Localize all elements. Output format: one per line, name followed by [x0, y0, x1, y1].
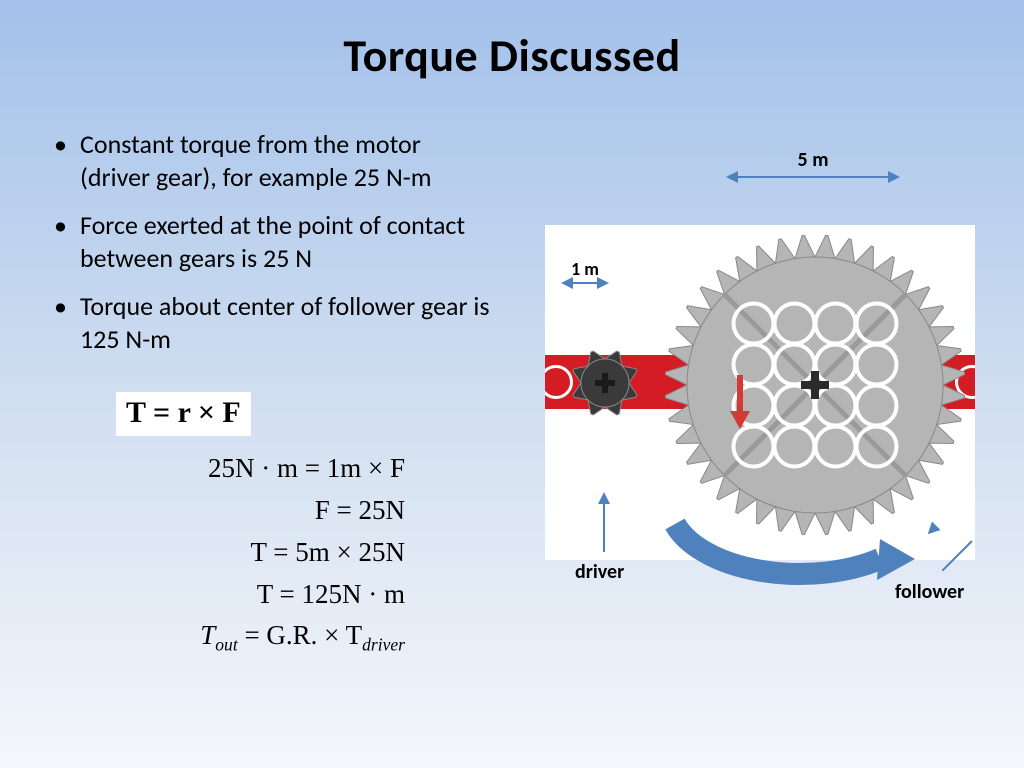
driver-pointer-icon [603, 494, 605, 552]
force-arrow-icon [730, 375, 750, 430]
bullet-list: Constant torque from the motor (driver g… [80, 128, 490, 371]
equation-line: T = 125N · m [90, 574, 405, 616]
bullet-item: Torque about center of follower gear is … [80, 290, 490, 355]
bullet-item: Force exerted at the point of contact be… [80, 209, 490, 274]
rotation-arrow-icon [655, 504, 925, 594]
dimension-1m: 1 m [560, 258, 610, 284]
equation-line: F = 25N [90, 490, 405, 532]
equation-line-final: Tout = G.R. × Tdriver [90, 615, 405, 659]
double-arrow-icon [563, 282, 607, 284]
page-title: Torque Discussed [0, 0, 1024, 84]
equation-boxed: T = r × F [116, 392, 251, 436]
dimension-1m-label: 1 m [571, 258, 599, 280]
driver-label: driver [575, 560, 624, 584]
dimension-5m: 5 m [728, 148, 898, 178]
follower-pointer-icon [930, 540, 972, 582]
bullet-item: Constant torque from the motor (driver g… [80, 128, 490, 193]
equation-line: T = 5m × 25N [90, 532, 405, 574]
equations-block: T = r × F 25N · m = 1m × F F = 25N T = 5… [90, 392, 470, 659]
equation-line: 25N · m = 1m × F [90, 448, 405, 490]
dimension-5m-label: 5 m [798, 148, 829, 172]
double-arrow-icon [728, 176, 898, 178]
